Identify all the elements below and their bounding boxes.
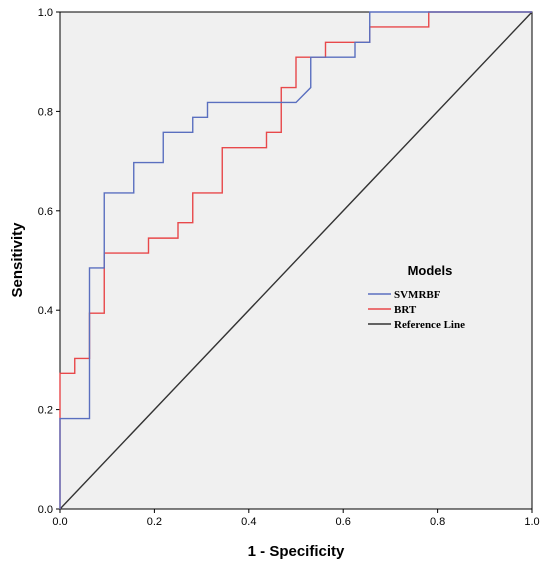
series-layer [59,11,533,510]
y-tick-label: 0.0 [38,504,53,516]
legend-title: Models [408,263,453,278]
x-tick-label: 0.8 [430,516,445,528]
x-axis-title: 1 - Specificity [248,543,345,560]
legend: Models SVMRBF BRT Reference Line [368,263,465,331]
y-tick-label: 1.0 [38,7,53,19]
x-tick-label: 0.2 [147,516,162,528]
y-axis-title: Sensitivity [9,222,26,298]
axis-ticks: 0.0 0.2 0.4 0.6 0.8 1.0 0.0 0.2 0.4 0.6 0.8 1.0 [38,7,540,528]
y-tick-label: 0.4 [38,305,53,317]
series-line-reference-line [59,11,533,510]
series-line-svmrbf [59,11,532,509]
x-tick-label: 0.0 [52,516,67,528]
legend-label-reference-line: Reference Line [394,319,465,331]
y-tick-label: 0.6 [38,206,53,218]
x-tick-label: 1.0 [524,516,539,528]
legend-label-svmrbf: SVMRBF [394,289,441,301]
y-tick-label: 0.8 [38,106,53,118]
x-tick-label: 0.4 [241,516,256,528]
y-tick-label: 0.2 [38,405,53,417]
x-tick-label: 0.6 [336,516,351,528]
legend-label-brt: BRT [394,304,417,316]
